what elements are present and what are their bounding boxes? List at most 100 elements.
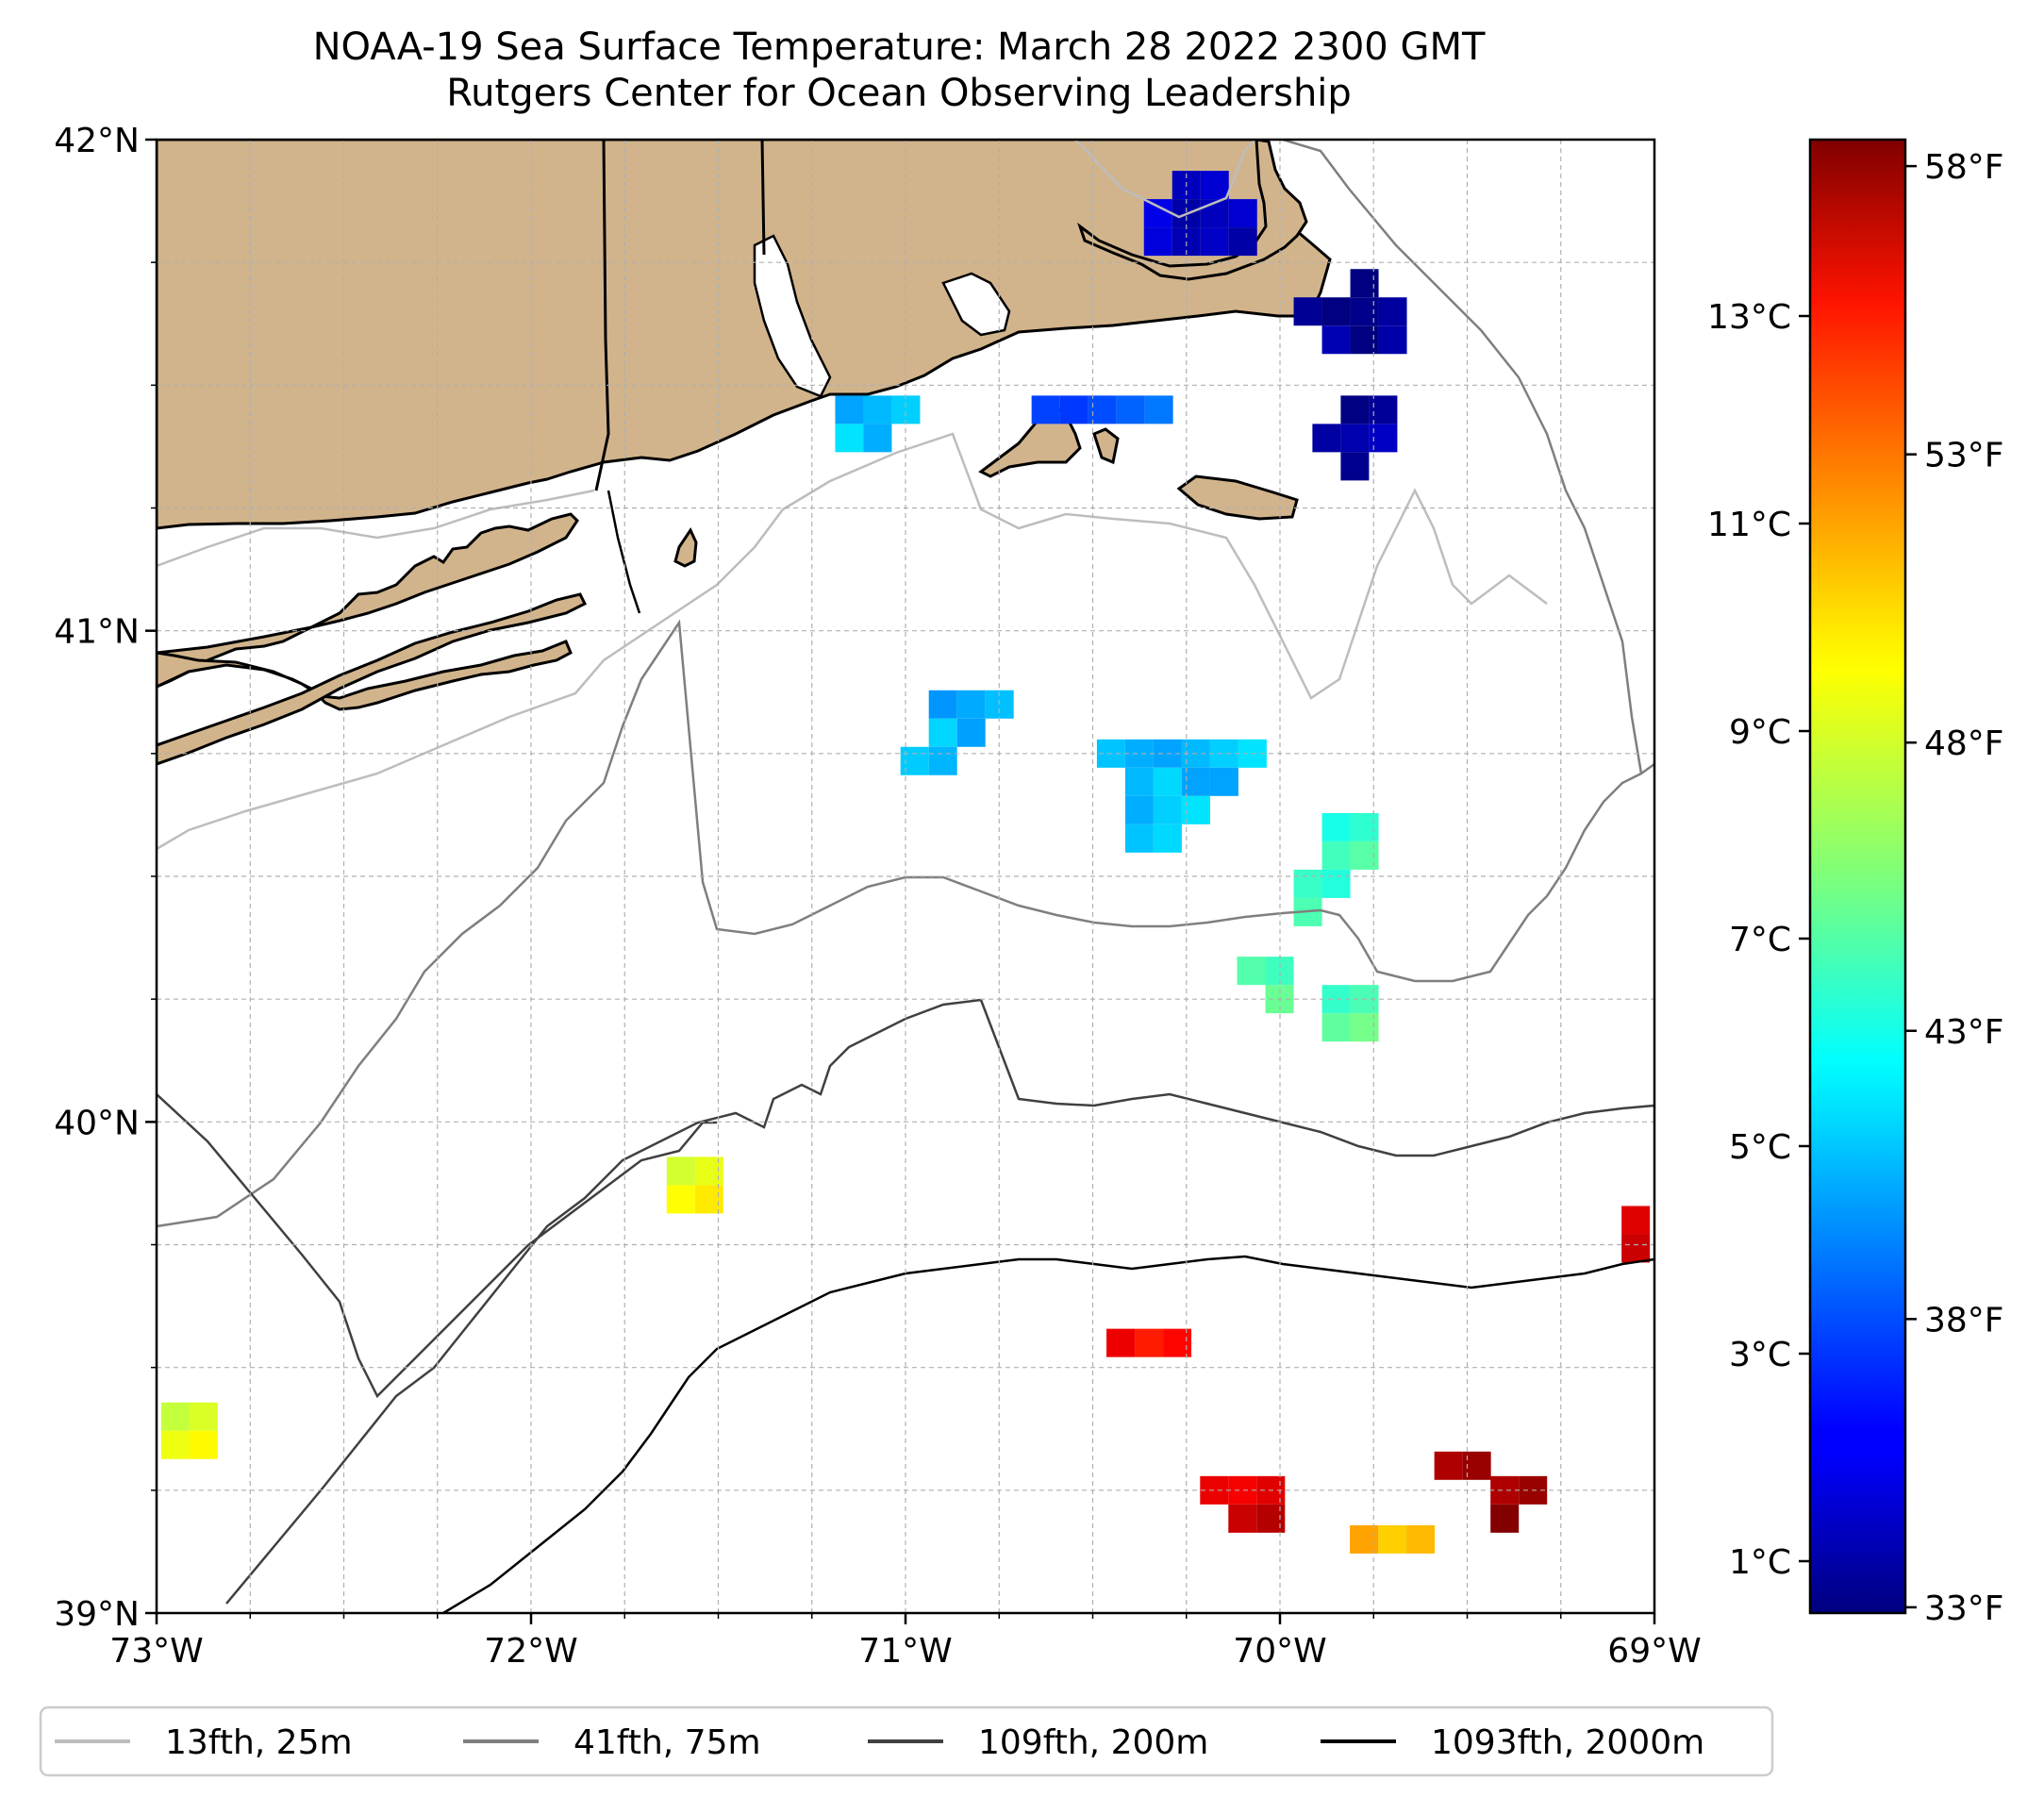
sst-cell-nantucket-east-1 bbox=[1350, 297, 1379, 326]
sst-cell-shelf-west bbox=[956, 718, 986, 747]
isobaths bbox=[157, 140, 1654, 1613]
state-line-ny bbox=[607, 490, 641, 614]
sst-cell-nantucket-east-2 bbox=[1340, 395, 1370, 424]
x-tick-label: 70°W bbox=[1233, 1632, 1326, 1671]
legend-label: 41fth, 75m bbox=[573, 1723, 761, 1762]
sst-cell-shelf-center bbox=[1153, 795, 1182, 824]
sst-cell-nantucket-east-1 bbox=[1350, 269, 1379, 298]
sst-cell-nantucket-east-1 bbox=[1321, 325, 1351, 355]
x-tick-label: 72°W bbox=[484, 1632, 577, 1671]
legend-label: 13fth, 25m bbox=[165, 1723, 353, 1762]
sst-cell-cape-cod-bay bbox=[1200, 171, 1229, 200]
y-tick-label: 40°N bbox=[54, 1104, 140, 1142]
isobath-25m-ne bbox=[1074, 140, 1255, 219]
sst-cell-shelf-west bbox=[928, 718, 957, 747]
land-connecticut-massachusetts bbox=[157, 140, 1332, 530]
isobath-75m bbox=[157, 619, 1654, 1228]
sst-cell-shelf-center bbox=[1209, 767, 1238, 796]
isobath-75m-east bbox=[1282, 140, 1643, 774]
celsius-tick-label: 13°C bbox=[1707, 298, 1791, 337]
y-tick-label: 41°N bbox=[54, 613, 140, 652]
sst-cell-shelf-east bbox=[1321, 840, 1351, 870]
colorbar: 1°C 3°C 5°C 7°C 9°C 11°C 13°C 33°F 38°F 43°F 48°F… bbox=[1707, 138, 2004, 1628]
sst-cell-nantucket-east-2 bbox=[1340, 452, 1370, 481]
sst-cell-shelf-center bbox=[1124, 739, 1154, 768]
sst-cell-warm-5 bbox=[1378, 1524, 1407, 1554]
sst-cell-nantucket-east-1 bbox=[1350, 325, 1379, 355]
colorbar-fahrenheit-axis: 33°F 38°F 43°F 48°F 53°F 58°F bbox=[1905, 148, 2004, 1628]
sst-cell-slope-east bbox=[1350, 1013, 1379, 1042]
sst-cell-vineyard-sound bbox=[1116, 395, 1145, 424]
sst-cell-shelf-break-west bbox=[666, 1156, 695, 1186]
sst-cell-narragansett bbox=[891, 395, 921, 424]
sst-cell-shelf-east bbox=[1293, 869, 1322, 898]
sst-cell-shelf-east bbox=[1321, 812, 1351, 841]
sst-cell-shelf-break-west bbox=[666, 1185, 695, 1214]
celsius-tick-label: 3°C bbox=[1729, 1336, 1791, 1374]
fahrenheit-tick-label: 43°F bbox=[1924, 1013, 2004, 1052]
sst-cell-warm-5 bbox=[1406, 1524, 1436, 1554]
sst-cell-vineyard-sound bbox=[1059, 395, 1088, 424]
sst-cell-nantucket-east-1 bbox=[1293, 297, 1322, 326]
sst-cell-nantucket-east-1 bbox=[1378, 297, 1407, 326]
fahrenheit-tick-label: 53°F bbox=[1924, 437, 2004, 475]
sst-cell-narragansett bbox=[863, 424, 892, 453]
sst-cell-warm-1 bbox=[1163, 1328, 1192, 1357]
state-line-ct-ri bbox=[594, 140, 610, 491]
y-tick-label: 42°N bbox=[54, 122, 140, 160]
x-tick-label: 71°W bbox=[858, 1632, 952, 1671]
celsius-tick-label: 1°C bbox=[1729, 1543, 1791, 1582]
x-tick-label: 69°W bbox=[1607, 1632, 1701, 1671]
land-chappaquiddick bbox=[1092, 427, 1120, 465]
colorbar-celsius-axis: 1°C 3°C 5°C 7°C 9°C 11°C 13°C bbox=[1707, 298, 1810, 1582]
state-line-ma-ri bbox=[760, 140, 766, 256]
sst-cell-shelf-center bbox=[1209, 739, 1238, 768]
sst-cell-warm-3 bbox=[1434, 1451, 1463, 1480]
sst-cell-cape-cod-bay bbox=[1200, 227, 1229, 257]
sst-cell-shelf-break-west bbox=[694, 1156, 723, 1186]
sst-cell-narragansett bbox=[835, 424, 864, 453]
celsius-tick-label: 5°C bbox=[1729, 1128, 1791, 1167]
sst-cell-vineyard-sound bbox=[1088, 395, 1117, 424]
isobath-200m-west bbox=[157, 1093, 717, 1399]
celsius-tick-label: 11°C bbox=[1707, 506, 1791, 544]
sst-cell-narragansett bbox=[863, 395, 892, 424]
sst-cell-warm-4 bbox=[1490, 1504, 1520, 1533]
land-long-island-main bbox=[157, 592, 588, 766]
sst-cell-shelf-west bbox=[928, 690, 957, 719]
sst-cell-shelf-west bbox=[956, 690, 986, 719]
sst-cell-shelf-center bbox=[1124, 795, 1154, 824]
sst-cell-warm-2 bbox=[1256, 1504, 1286, 1533]
sst-cell-shelf-west bbox=[900, 746, 929, 775]
isobath-2000m bbox=[442, 1255, 1654, 1613]
sst-cell-cape-cod-bay bbox=[1143, 227, 1172, 257]
sst-cell-nantucket-east-2 bbox=[1369, 395, 1398, 424]
sst-cell-nantucket-east-1 bbox=[1378, 325, 1407, 355]
sst-cell-slope-sw bbox=[189, 1430, 218, 1459]
sst-cell-warm-1 bbox=[1135, 1328, 1164, 1357]
sst-cell-shelf-center bbox=[1153, 767, 1182, 796]
sst-cell-nantucket-east-1 bbox=[1321, 297, 1351, 326]
sst-cell-warm-2 bbox=[1228, 1504, 1257, 1533]
colorbar-gradient bbox=[1808, 138, 1907, 1615]
sst-cell-warm-1 bbox=[1106, 1328, 1136, 1357]
sst-cell-shelf-center bbox=[1153, 824, 1182, 853]
sst-cell-narragansett bbox=[835, 395, 864, 424]
sst-cell-slope-east bbox=[1321, 1013, 1351, 1042]
legend: 13fth, 25m 41fth, 75m 109fth, 200m 1093fth,… bbox=[39, 1705, 1774, 1777]
sst-cell-slope-sw bbox=[160, 1402, 190, 1431]
sst-cell-slope-east bbox=[1237, 957, 1266, 986]
isobath-200m bbox=[225, 998, 1654, 1605]
celsius-tick-label: 7°C bbox=[1729, 921, 1791, 959]
narragansett-bay bbox=[753, 234, 832, 398]
celsius-tick-label: 9°C bbox=[1729, 713, 1791, 752]
fahrenheit-tick-label: 33°F bbox=[1924, 1589, 2004, 1628]
sst-cell-shelf-break-west bbox=[694, 1185, 723, 1214]
sst-cell-vineyard-sound bbox=[1031, 395, 1060, 424]
sst-cell-nantucket-east-2 bbox=[1340, 424, 1370, 453]
x-axis: 73°W 72°W 71°W 70°W 69°W bbox=[109, 1613, 1702, 1671]
sst-cell-shelf-center bbox=[1124, 824, 1154, 853]
sst-cell-vineyard-sound bbox=[1144, 395, 1173, 424]
isobath-25m-b bbox=[157, 489, 595, 568]
